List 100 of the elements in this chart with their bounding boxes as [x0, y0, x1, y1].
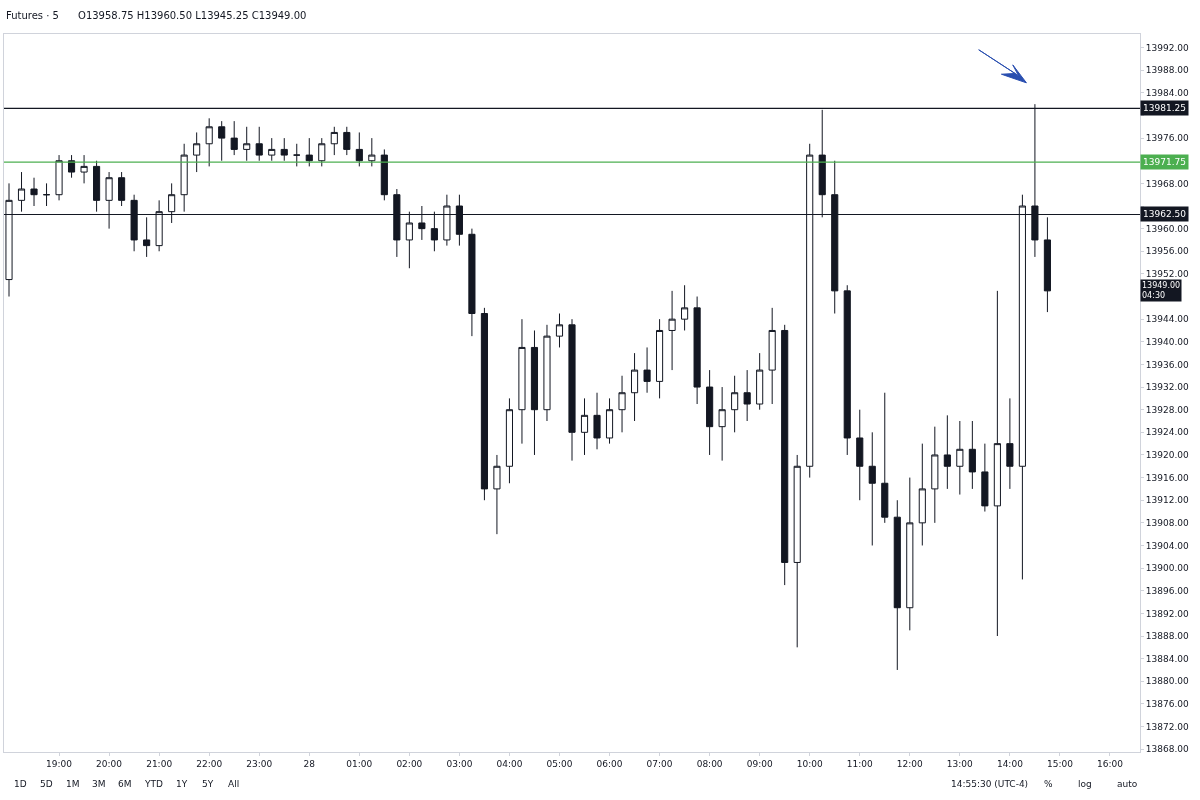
candlestick — [293, 143, 301, 167]
candlestick — [468, 228, 476, 337]
candlestick — [618, 375, 626, 433]
candlestick — [931, 426, 939, 524]
candlestick — [756, 352, 764, 411]
y-tick-label: 13876.00 — [1145, 699, 1190, 710]
candlestick — [555, 313, 564, 348]
candlestick — [143, 216, 151, 258]
candlestick — [93, 160, 101, 213]
x-tick-label: 14:00 — [996, 758, 1024, 769]
y-tick-label: 13932.00 — [1145, 382, 1190, 393]
y-tick-label: 13868.00 — [1145, 744, 1190, 755]
candlestick — [593, 392, 601, 450]
x-tick-label: 02:00 — [396, 758, 423, 769]
y-tick-label: 13956.00 — [1145, 246, 1190, 257]
candlestick — [180, 143, 188, 213]
y-tick-label: 13936.00 — [1145, 359, 1190, 370]
candlestick — [868, 431, 876, 546]
candlestick — [768, 307, 776, 405]
text: 5Y — [202, 779, 214, 789]
candlestick — [580, 397, 589, 456]
y-tick-label: 13976.00 — [1145, 133, 1190, 144]
text: 5D — [40, 779, 53, 789]
y-tick-label: 13900.00 — [1145, 563, 1190, 574]
x-tick-label: 16:00 — [1097, 758, 1124, 769]
x-tick-label: 05:00 — [546, 758, 573, 769]
y-tick-label: 13940.00 — [1145, 336, 1190, 347]
x-tick-label: 12:00 — [896, 758, 924, 769]
candlestick — [205, 117, 213, 167]
x-tick-label: 03:00 — [446, 758, 473, 769]
candlestick — [518, 318, 526, 445]
candlestick — [493, 454, 501, 535]
candlestick — [981, 443, 989, 513]
x-tick-label: 01:00 — [346, 758, 373, 769]
x-tick-label: 09:00 — [746, 758, 773, 769]
candlestick — [330, 126, 338, 156]
candlestick — [505, 397, 514, 484]
x-tick-label: 15:00 — [1046, 758, 1074, 769]
candlestick — [881, 392, 889, 524]
candlestick — [280, 137, 288, 162]
x-tick-label: 21:00 — [146, 758, 173, 769]
candlestick — [993, 290, 1001, 637]
text: 6M — [118, 779, 132, 789]
candlestick — [843, 284, 851, 456]
candlestick — [918, 443, 926, 546]
candlestick — [343, 126, 351, 156]
candlestick — [681, 284, 689, 331]
ref-line-label: 13962.50 — [1143, 209, 1187, 219]
ref-line-label: 13981.25 — [1143, 103, 1186, 113]
candlestick — [968, 420, 976, 490]
y-tick-label: 13984.00 — [1145, 87, 1190, 98]
y-tick-label: 13912.00 — [1145, 495, 1190, 506]
x-tick-label: 08:00 — [696, 758, 723, 769]
candlestick — [230, 120, 238, 156]
text: % — [1044, 779, 1053, 789]
x-tick-label: 20:00 — [96, 758, 123, 769]
candlestick — [731, 375, 739, 433]
candlestick — [355, 131, 363, 167]
candlestick — [668, 290, 676, 371]
candlestick — [781, 324, 789, 586]
text: 1M — [66, 779, 80, 789]
candlestick — [305, 137, 313, 167]
x-tick-label: 13:00 — [946, 758, 974, 769]
y-tick-label: 13908.00 — [1145, 518, 1190, 528]
candlestick — [743, 369, 751, 422]
x-tick-label: 10:00 — [796, 758, 823, 769]
candlestick — [706, 369, 714, 456]
text: YTD — [144, 779, 163, 789]
candlestick — [17, 171, 26, 213]
candlestick — [906, 477, 914, 631]
y-tick-label: 13944.00 — [1145, 314, 1190, 325]
y-tick-label: 13904.00 — [1145, 540, 1190, 551]
text: All — [228, 779, 240, 789]
y-tick-label: 13892.00 — [1145, 608, 1190, 619]
text: 1D — [14, 779, 27, 789]
candlestick — [643, 346, 651, 394]
candlestick — [255, 126, 263, 162]
candlestick — [943, 414, 951, 490]
ref-line-label: 13971.75 — [1143, 157, 1186, 167]
candlestick — [67, 154, 76, 179]
x-tick-label: 22:00 — [196, 758, 223, 769]
y-tick-label: 13920.00 — [1145, 450, 1190, 461]
candlestick — [856, 409, 864, 501]
candlestick — [605, 397, 614, 445]
y-tick-label: 13952.00 — [1145, 269, 1190, 280]
candlestick — [530, 329, 539, 456]
candlestick — [956, 420, 964, 496]
text: 3M — [92, 779, 106, 789]
y-tick-label: 13872.00 — [1145, 721, 1190, 732]
y-tick-label: 13992.00 — [1145, 42, 1190, 53]
candlestick — [193, 131, 201, 173]
x-tick-label: 06:00 — [596, 758, 623, 769]
text: log — [1078, 779, 1092, 789]
text: auto — [1117, 779, 1138, 789]
candlestick — [30, 177, 38, 207]
y-tick-label: 13880.00 — [1145, 676, 1190, 687]
candlestick — [630, 352, 639, 422]
candlestick — [243, 126, 251, 162]
candlestick — [368, 137, 376, 167]
candlestick — [318, 137, 326, 167]
